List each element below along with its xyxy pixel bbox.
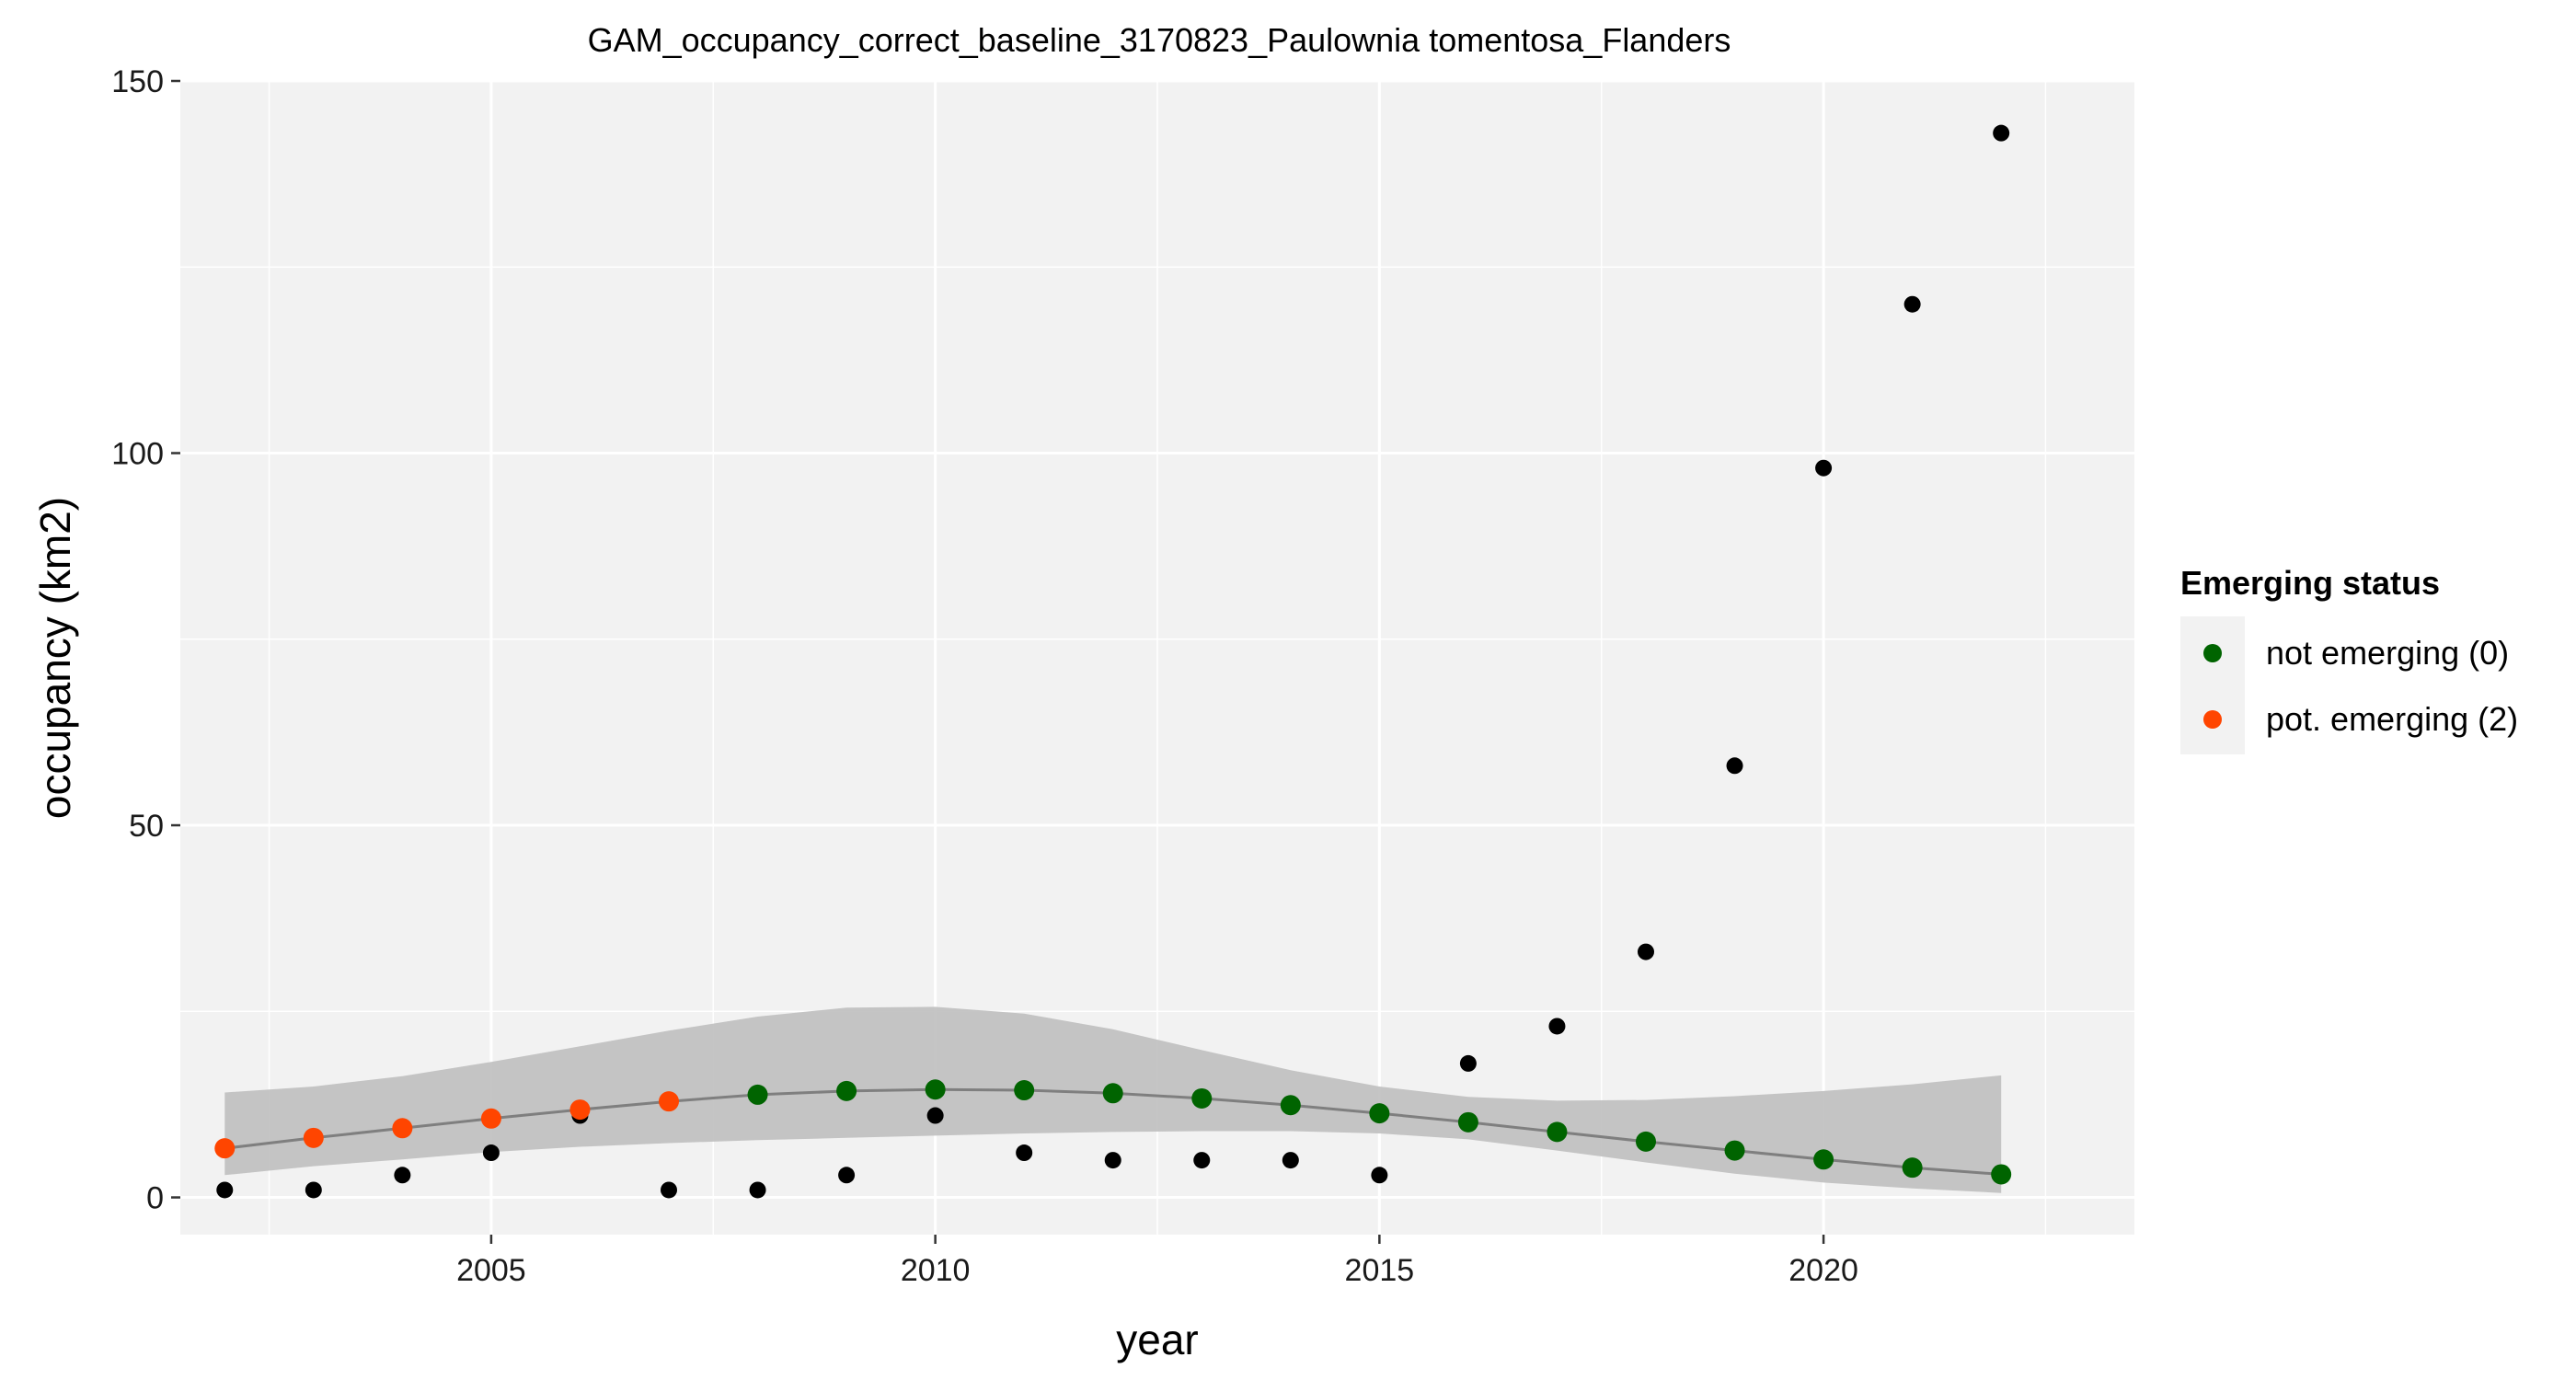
fitted-point <box>303 1127 324 1148</box>
y-tick-label: 150 <box>111 64 164 99</box>
legend-label-pot-emerging: pot. emerging (2) <box>2266 700 2518 738</box>
observed-point <box>1815 459 1833 477</box>
fitted-point <box>1902 1157 1923 1179</box>
observed-point <box>661 1181 677 1199</box>
observed-point <box>1016 1144 1033 1162</box>
observed-point <box>1459 1054 1477 1072</box>
observed-point <box>1638 943 1654 960</box>
x-axis: 2005 2010 2015 2020 <box>456 1235 1858 1288</box>
y-axis-title: occupancy (km2) <box>31 497 79 819</box>
legend: Emerging status not emerging (0) pot. em… <box>2180 564 2518 754</box>
fitted-point <box>1813 1149 1834 1170</box>
observed-point <box>1548 1018 1566 1035</box>
fitted-point <box>1547 1121 1568 1143</box>
legend-label-not-emerging: not emerging (0) <box>2266 634 2509 672</box>
y-tick-label: 50 <box>129 809 164 844</box>
x-axis-title: year <box>1116 1316 1198 1363</box>
observed-point <box>305 1181 322 1199</box>
observed-point <box>1193 1152 1211 1169</box>
observed-point <box>1104 1152 1121 1169</box>
fitted-point <box>1014 1080 1035 1101</box>
x-tick-label: 2010 <box>901 1253 971 1288</box>
x-tick-label: 2020 <box>1788 1253 1858 1288</box>
observed-point <box>216 1181 234 1199</box>
legend-key-background <box>2180 616 2245 754</box>
fitted-point <box>392 1118 413 1139</box>
fitted-point <box>1102 1083 1123 1104</box>
observed-point <box>926 1107 944 1124</box>
chart-title: GAM_occupancy_correct_baseline_3170823_P… <box>588 21 1731 59</box>
grid-minor <box>180 81 2134 1235</box>
legend-key-pot-emerging <box>2203 710 2222 729</box>
y-tick-label: 100 <box>111 437 164 472</box>
observed-points-layer <box>216 124 2010 1199</box>
fitted-point <box>1991 1164 2012 1185</box>
fitted-point <box>569 1099 591 1121</box>
fitted-point <box>659 1091 679 1112</box>
legend-key-not-emerging <box>2203 644 2222 662</box>
y-axis: 0 50 100 150 <box>111 64 180 1216</box>
fitted-point <box>836 1080 857 1101</box>
observed-point <box>394 1167 411 1184</box>
fitted-point <box>1636 1131 1656 1152</box>
y-tick-label: 0 <box>146 1181 164 1216</box>
x-tick-label: 2015 <box>1345 1253 1415 1288</box>
observed-point <box>838 1167 856 1184</box>
fitted-point <box>1724 1140 1745 1161</box>
legend-title: Emerging status <box>2180 564 2440 602</box>
observed-point <box>1993 124 2010 142</box>
fitted-point <box>1280 1095 1301 1116</box>
fitted-points-layer <box>214 1079 2012 1185</box>
fitted-point <box>480 1108 501 1129</box>
observed-point <box>482 1144 500 1162</box>
fitted-point <box>925 1079 946 1100</box>
fitted-point <box>1457 1111 1478 1133</box>
observed-point <box>1726 757 1743 775</box>
fitted-point <box>1191 1087 1213 1109</box>
observed-point <box>1903 295 1921 313</box>
observed-point <box>1282 1152 1299 1169</box>
observed-point <box>1371 1167 1388 1184</box>
fitted-point <box>747 1084 768 1105</box>
fitted-point <box>1369 1103 1390 1124</box>
x-tick-label: 2005 <box>456 1253 526 1288</box>
observed-point <box>749 1181 766 1199</box>
fitted-point <box>214 1138 236 1159</box>
